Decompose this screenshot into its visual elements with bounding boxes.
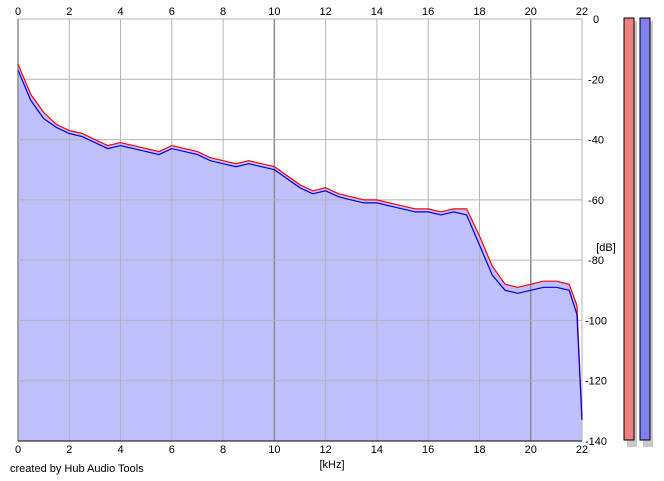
series-line-red [17,63,583,420]
y-tick-label--40: -40 [588,135,604,147]
x-tick-label-top-22: 22 [576,6,588,18]
y-tick-label--80: -80 [588,255,604,267]
x-tick-label-bottom-18: 18 [473,444,485,456]
x-tick-label-top-14: 14 [371,6,383,18]
x-tick-label-top-20: 20 [525,6,537,18]
x-tick-label-top-16: 16 [422,6,434,18]
x-tick-label-top-18: 18 [473,6,485,18]
x-tick-label-top-6: 6 [169,6,175,18]
series-line-blue [17,69,583,420]
x-tick-label-bottom-22: 22 [576,444,588,456]
x-tick-label-top-2: 2 [66,6,72,18]
y-tick-label-0: 0 [593,14,599,26]
grid [17,18,583,442]
y-tick-label--20: -20 [588,74,604,86]
x-ticks-bottom: 0 2 4 6 8 10 12 14 16 18 20 22 [15,444,588,456]
level-meter-left [623,17,635,441]
y-tick-label--120: -120 [585,376,607,388]
x-tick-label-bottom-10: 10 [268,444,280,456]
x-tick-label-bottom-2: 2 [66,444,72,456]
x-tick-label-top-0: 0 [15,6,21,18]
y-tick-label--100: -100 [585,315,607,327]
y-tick-label--140: -140 [585,436,607,448]
spectrum-fill-area [18,64,582,441]
x-tick-label-bottom-4: 4 [117,444,123,456]
credit-text: created by Hub Audio Tools [10,463,144,475]
x-tick-label-bottom-0: 0 [15,444,21,456]
series-layer [17,63,583,420]
x-ticks-top: 0 2 4 6 8 10 12 14 16 18 20 22 [15,6,588,18]
x-tick-label-bottom-12: 12 [320,444,332,456]
x-tick-label-bottom-8: 8 [220,444,226,456]
x-tick-label-bottom-20: 20 [525,444,537,456]
x-tick-label-bottom-6: 6 [169,444,175,456]
level-meters [623,17,653,447]
x-tick-label-top-12: 12 [320,6,332,18]
y-axis-unit-label: [dB] [596,242,616,254]
x-tick-label-top-8: 8 [220,6,226,18]
y-ticks: 0 -20 -40 -60 -80 -100 -120 -140 [585,14,607,448]
x-tick-label-bottom-14: 14 [371,444,383,456]
x-tick-label-top-4: 4 [117,6,123,18]
x-axis-unit-label: [kHz] [319,459,344,471]
level-meter-right [639,17,651,441]
x-tick-label-bottom-16: 16 [422,444,434,456]
x-tick-label-top-10: 10 [268,6,280,18]
y-tick-label--60: -60 [588,195,604,207]
